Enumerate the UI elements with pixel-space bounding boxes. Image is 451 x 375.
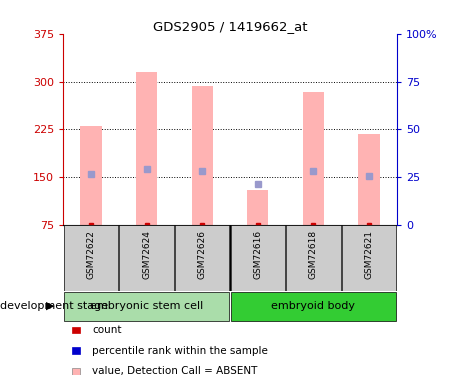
Text: percentile rank within the sample: percentile rank within the sample	[92, 346, 268, 355]
Bar	[286, 225, 341, 291]
Bar	[303, 92, 324, 225]
Text: GSM72624: GSM72624	[142, 230, 151, 279]
Bar	[230, 292, 396, 321]
Bar	[80, 126, 101, 225]
Bar	[247, 190, 268, 225]
Bar	[192, 86, 213, 225]
Bar	[175, 225, 230, 291]
Text: value, Detection Call = ABSENT: value, Detection Call = ABSENT	[92, 366, 258, 375]
Bar	[342, 225, 396, 291]
Text: count: count	[92, 325, 122, 335]
Bar	[230, 225, 285, 291]
Text: embryoid body: embryoid body	[272, 301, 355, 311]
Title: GDS2905 / 1419662_at: GDS2905 / 1419662_at	[153, 20, 307, 33]
Bar	[64, 292, 230, 321]
Text: development stage: development stage	[0, 301, 108, 311]
Text: GSM72618: GSM72618	[309, 230, 318, 279]
Text: GSM72626: GSM72626	[198, 230, 207, 279]
Bar	[64, 225, 118, 291]
Text: GSM72616: GSM72616	[253, 230, 262, 279]
Bar	[120, 225, 174, 291]
Text: GSM72622: GSM72622	[87, 230, 96, 279]
Bar	[136, 72, 157, 225]
Text: embryonic stem cell: embryonic stem cell	[90, 301, 203, 311]
Text: GSM72621: GSM72621	[364, 230, 373, 279]
Bar	[359, 134, 380, 225]
Text: ▶: ▶	[46, 301, 54, 311]
